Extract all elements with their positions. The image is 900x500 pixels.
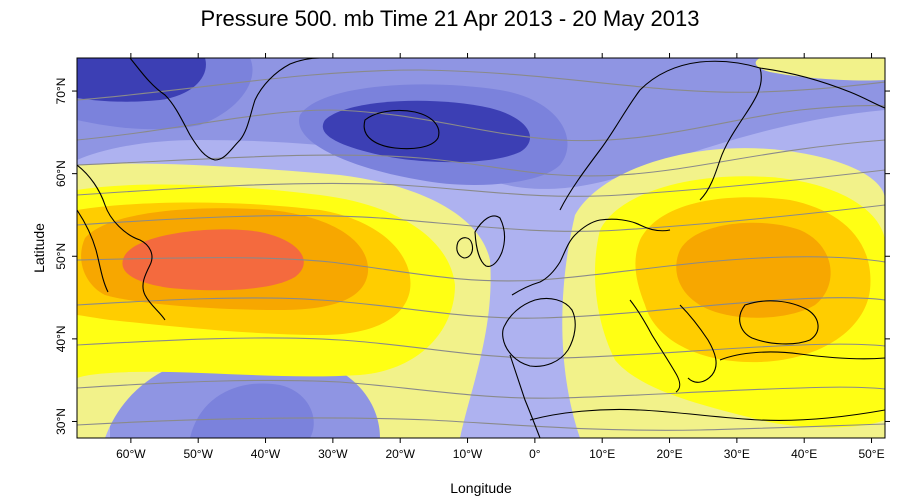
contour-line xyxy=(77,297,885,319)
x-tick-label: 10°E xyxy=(589,447,615,461)
x-tick-label: 30°W xyxy=(318,447,348,461)
y-tick-label: 30°N xyxy=(54,408,68,435)
ireland-coast xyxy=(456,237,474,259)
turkey-coast xyxy=(719,351,885,361)
british-isles-coast xyxy=(474,215,505,267)
x-tick-label: 20°E xyxy=(656,447,682,461)
contour-lines xyxy=(77,69,885,431)
x-tick-label: 0° xyxy=(529,447,541,461)
anomaly-strong-negative-nw xyxy=(77,58,206,102)
italy-coast xyxy=(629,299,681,393)
y-axis-title: Latitude xyxy=(31,223,47,273)
iberia-coast xyxy=(502,297,576,367)
x-tick-label: 40°W xyxy=(251,447,281,461)
anomaly-strong-positive-east xyxy=(676,222,831,318)
y-axis: 30°N 40°N 50°N 60°N 70°N xyxy=(54,78,890,435)
greenland-coast xyxy=(129,58,321,161)
y-tick-label: 70°N xyxy=(54,78,68,105)
contour-line xyxy=(77,139,885,177)
coastlines xyxy=(77,58,885,438)
contour-line xyxy=(77,417,885,431)
russia-north-coast xyxy=(759,67,885,109)
contour-line xyxy=(77,256,885,282)
contour-line xyxy=(77,169,885,197)
black-sea-coast xyxy=(739,300,819,345)
canada-coast xyxy=(77,164,166,321)
x-tick-label: 50°W xyxy=(183,447,213,461)
x-tick-label: 30°E xyxy=(724,447,750,461)
x-axis-title: Longitude xyxy=(450,480,512,496)
contour-line xyxy=(77,204,885,232)
plot-area xyxy=(77,58,885,438)
y-tick-label: 50°N xyxy=(54,243,68,270)
anomaly-strong-negative-iceland xyxy=(322,100,530,163)
contour-line xyxy=(77,337,885,359)
y-tick-label: 40°N xyxy=(54,325,68,352)
y-tick-label: 60°N xyxy=(54,160,68,187)
map-title: Pressure 500. mb Time 21 Apr 2013 - 20 M… xyxy=(200,6,700,31)
plot-frame xyxy=(76,57,886,439)
iceland-coast xyxy=(363,109,440,150)
anomaly-negative-south-center xyxy=(190,383,314,438)
anomaly-weak-positive-northeast xyxy=(755,58,885,81)
contour-line xyxy=(77,379,885,399)
x-tick-label: 20°W xyxy=(385,447,415,461)
labrador-coast xyxy=(77,209,109,293)
x-tick-label: 50°E xyxy=(858,447,884,461)
x-axis: 60°W 50°W 40°W 30°W 20°W 10°W 0° 10°E 20°E 30°E 40… xyxy=(116,53,885,461)
anomaly-peak-positive-west xyxy=(122,229,304,291)
contour-line xyxy=(77,105,885,142)
balkans-coast xyxy=(679,304,717,383)
x-tick-label: 40°E xyxy=(791,447,817,461)
europe-west-coast xyxy=(511,218,671,296)
scandinavia-coast xyxy=(559,60,762,211)
mediterranean-south-coast xyxy=(529,408,885,422)
x-tick-label: 60°W xyxy=(116,447,146,461)
x-tick-label: 10°W xyxy=(453,447,483,461)
north-africa-coast xyxy=(509,354,541,438)
contour-line xyxy=(77,69,885,101)
